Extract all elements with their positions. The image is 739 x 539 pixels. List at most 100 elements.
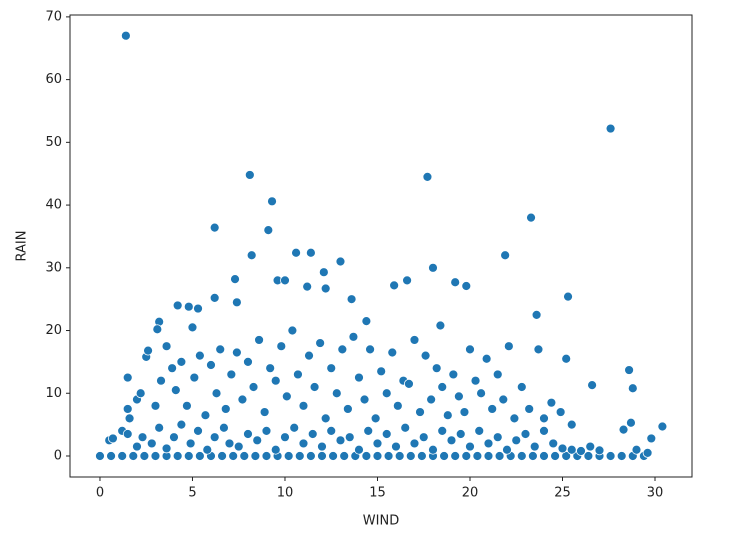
point [420, 350, 431, 361]
point [106, 451, 116, 461]
point [95, 451, 105, 461]
point [231, 297, 242, 308]
point [239, 451, 250, 461]
point [365, 344, 375, 355]
point [293, 369, 303, 380]
point [446, 435, 457, 446]
point [372, 451, 383, 461]
point [439, 451, 449, 461]
point [418, 432, 429, 443]
x-tick-label: 0 [96, 486, 104, 501]
point [224, 438, 235, 449]
point [481, 353, 492, 364]
point [237, 394, 248, 405]
point [139, 451, 150, 461]
point [267, 196, 277, 207]
point [156, 375, 166, 386]
point [516, 451, 527, 461]
point [561, 353, 572, 364]
point [363, 425, 374, 436]
point [326, 425, 337, 436]
point [209, 432, 220, 443]
point [494, 451, 505, 461]
point [409, 335, 420, 345]
point [183, 451, 194, 461]
point [520, 429, 531, 439]
point [483, 451, 494, 461]
point [185, 438, 196, 449]
point [193, 303, 203, 314]
point [394, 451, 405, 461]
point [122, 372, 133, 383]
point [122, 404, 133, 414]
point [361, 316, 372, 327]
point [193, 425, 203, 436]
point [344, 432, 355, 443]
point [200, 410, 211, 421]
point [226, 369, 237, 380]
point [566, 419, 577, 430]
point [189, 372, 200, 383]
point [492, 432, 503, 443]
point [230, 274, 240, 284]
point [594, 445, 605, 456]
point [298, 400, 309, 411]
point [209, 293, 220, 303]
point [187, 322, 198, 333]
point [476, 388, 486, 399]
point [152, 324, 163, 335]
point [539, 425, 549, 436]
point [335, 435, 346, 446]
point [154, 422, 165, 433]
point [176, 419, 187, 430]
point [416, 451, 427, 461]
y-tick-label: 0 [54, 448, 62, 463]
point [455, 429, 466, 439]
point [305, 247, 316, 258]
point [500, 250, 511, 261]
point [539, 413, 549, 424]
point [405, 451, 416, 461]
point [120, 30, 131, 41]
point [402, 275, 412, 286]
point [487, 404, 498, 414]
point [453, 391, 464, 402]
point [361, 451, 372, 461]
point [372, 438, 383, 449]
point [511, 435, 522, 446]
point [128, 451, 139, 461]
point [167, 363, 178, 374]
point [585, 441, 596, 452]
point [550, 451, 560, 461]
point [442, 410, 453, 421]
point [337, 344, 348, 355]
point [359, 394, 370, 405]
point [250, 451, 261, 461]
point [108, 433, 118, 444]
point [527, 451, 538, 461]
point [526, 212, 536, 223]
point [400, 422, 411, 433]
point [618, 424, 629, 435]
point [315, 338, 326, 348]
point [228, 451, 239, 461]
point [318, 267, 329, 278]
point [280, 432, 290, 443]
plot-frame [69, 14, 693, 478]
point [270, 375, 281, 386]
point [220, 404, 231, 414]
point [132, 441, 142, 452]
point [524, 404, 535, 414]
point [209, 222, 220, 233]
x-tick-label: 10 [277, 486, 294, 501]
point [383, 451, 394, 461]
x-tick-label: 5 [188, 486, 196, 501]
point [263, 225, 274, 236]
y-axis-label: RAIN [15, 231, 30, 262]
point [381, 388, 392, 399]
point [243, 429, 253, 439]
point [605, 451, 616, 461]
point [566, 444, 577, 455]
point [281, 391, 292, 402]
